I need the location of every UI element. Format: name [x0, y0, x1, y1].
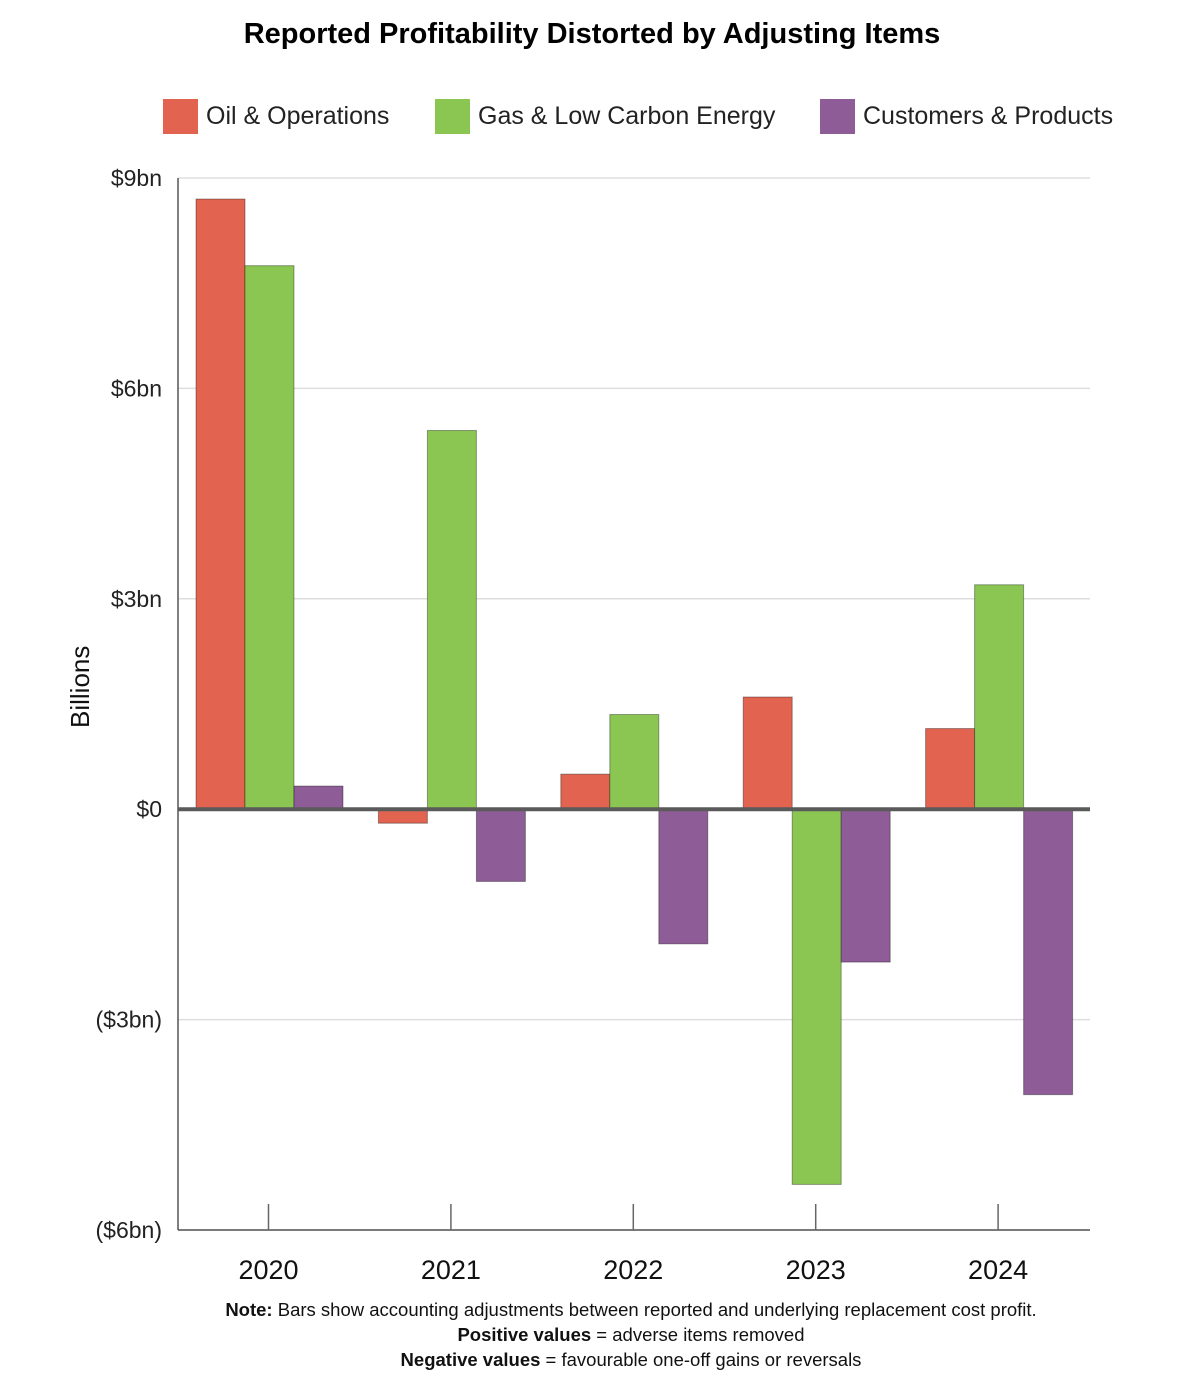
x-tick-label-2020: 2020 — [238, 1255, 298, 1285]
bar-gas-low-carbon-energy-2020 — [244, 265, 295, 810]
x-tick-label-2023: 2023 — [786, 1255, 846, 1285]
legend-item-oil-operations: Oil & Operations — [163, 98, 389, 134]
bar-oil-operations-2021 — [377, 808, 428, 824]
chart-title: Reported Profitability Distorted by Adju… — [243, 18, 941, 50]
note-line-2: Positive values = adverse items removed — [0, 1324, 1200, 1346]
x-tick-label-2022: 2022 — [603, 1255, 663, 1285]
legend-item-gas-low-carbon: Gas & Low Carbon Energy — [435, 98, 775, 134]
bar-customers-products-2024 — [1023, 808, 1074, 1096]
legend-label-oil-operations: Oil & Operations — [206, 101, 390, 130]
legend-label-gas-low-carbon: Gas & Low Carbon Energy — [478, 101, 776, 130]
note-line-1-bold: Note: — [225, 1299, 273, 1320]
y-tick-label: $6bn — [111, 375, 162, 401]
x-tick-label-2024: 2024 — [968, 1255, 1028, 1285]
bar-customers-products-2021 — [475, 808, 526, 882]
bar-oil-operations-2020 — [195, 198, 246, 810]
y-tick-label: ($3bn) — [96, 1007, 162, 1033]
y-tick-label: $3bn — [111, 586, 162, 612]
legend-swatch-customers-products — [820, 98, 855, 134]
note-line-1-text: Bars show accounting adjustments between… — [272, 1299, 1037, 1320]
note-line-2-bold: Positive values — [457, 1324, 592, 1345]
legend-swatch-gas-low-carbon — [435, 98, 470, 134]
legend-swatch-oil-operations — [163, 98, 198, 134]
note-line-3-bold: Negative values — [400, 1349, 541, 1370]
y-tick-label: $0 — [136, 796, 162, 822]
bar-customers-products-2023 — [840, 808, 891, 963]
x-tick-label-2021: 2021 — [421, 1255, 481, 1285]
note-line-3: Negative values = favourable one-off gai… — [0, 1349, 1200, 1371]
y-tick-label: $9bn — [111, 165, 162, 191]
note-line-2-text: = adverse items removed — [591, 1324, 805, 1345]
note-line-3-text: = favourable one-off gains or reversals — [540, 1349, 862, 1370]
bar-oil-operations-2024 — [925, 728, 976, 810]
bar-gas-low-carbon-energy-2022 — [609, 714, 660, 810]
bar-gas-low-carbon-energy-2024 — [974, 584, 1025, 810]
bar-gas-low-carbon-energy-2021 — [426, 429, 477, 810]
legend-label-customers-products: Customers & Products — [863, 101, 1114, 130]
bar-oil-operations-2022 — [560, 773, 611, 810]
bar-oil-operations-2023 — [742, 696, 793, 810]
bar-customers-products-2020 — [293, 785, 344, 810]
legend-item-customers-products: Customers & Products — [820, 98, 1113, 134]
bar-customers-products-2022 — [658, 808, 709, 945]
bar-gas-low-carbon-energy-2023 — [791, 808, 842, 1185]
note-line-1: Note: Bars show accounting adjustments b… — [0, 1299, 1200, 1321]
y-tick-label: ($6bn) — [96, 1217, 162, 1243]
